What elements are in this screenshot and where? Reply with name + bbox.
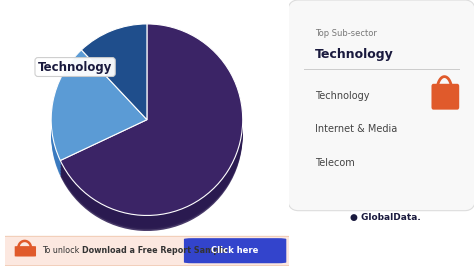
FancyBboxPatch shape (0, 236, 295, 266)
Wedge shape (60, 24, 243, 215)
Wedge shape (51, 56, 147, 167)
Wedge shape (82, 30, 147, 126)
Wedge shape (82, 24, 147, 120)
Wedge shape (60, 26, 243, 217)
Text: To unlock: To unlock (42, 246, 82, 255)
Wedge shape (51, 51, 147, 162)
Text: Top Sub-sector: Top Sub-sector (315, 29, 377, 38)
Text: ● GlobalData.: ● GlobalData. (350, 213, 420, 222)
FancyBboxPatch shape (15, 246, 36, 256)
Text: Technology: Technology (315, 48, 394, 61)
Wedge shape (51, 64, 147, 174)
Wedge shape (60, 36, 243, 228)
Text: Click here: Click here (211, 246, 259, 255)
Text: Internet & Media: Internet & Media (315, 124, 397, 134)
Wedge shape (51, 61, 147, 171)
FancyBboxPatch shape (184, 238, 286, 263)
Wedge shape (60, 30, 243, 222)
FancyBboxPatch shape (287, 0, 474, 211)
Wedge shape (60, 35, 243, 226)
Wedge shape (60, 29, 243, 220)
Wedge shape (51, 55, 147, 165)
Wedge shape (82, 27, 147, 123)
Wedge shape (82, 26, 147, 121)
FancyBboxPatch shape (431, 84, 459, 110)
Wedge shape (82, 32, 147, 127)
Wedge shape (60, 27, 243, 219)
Wedge shape (82, 38, 147, 134)
Wedge shape (60, 40, 243, 231)
Wedge shape (60, 32, 243, 223)
Wedge shape (51, 58, 147, 168)
Wedge shape (51, 59, 147, 170)
Wedge shape (82, 36, 147, 132)
Wedge shape (51, 65, 147, 176)
Wedge shape (51, 53, 147, 164)
Wedge shape (51, 62, 147, 173)
Wedge shape (82, 29, 147, 124)
Text: Telecom: Telecom (315, 158, 355, 168)
Wedge shape (60, 38, 243, 230)
Wedge shape (60, 33, 243, 225)
Text: Download a Free Report Sample: Download a Free Report Sample (82, 246, 227, 255)
Wedge shape (82, 40, 147, 135)
Wedge shape (82, 35, 147, 131)
Wedge shape (82, 33, 147, 129)
Text: Technology: Technology (38, 61, 112, 73)
Wedge shape (51, 50, 147, 160)
Text: Technology: Technology (315, 91, 370, 101)
